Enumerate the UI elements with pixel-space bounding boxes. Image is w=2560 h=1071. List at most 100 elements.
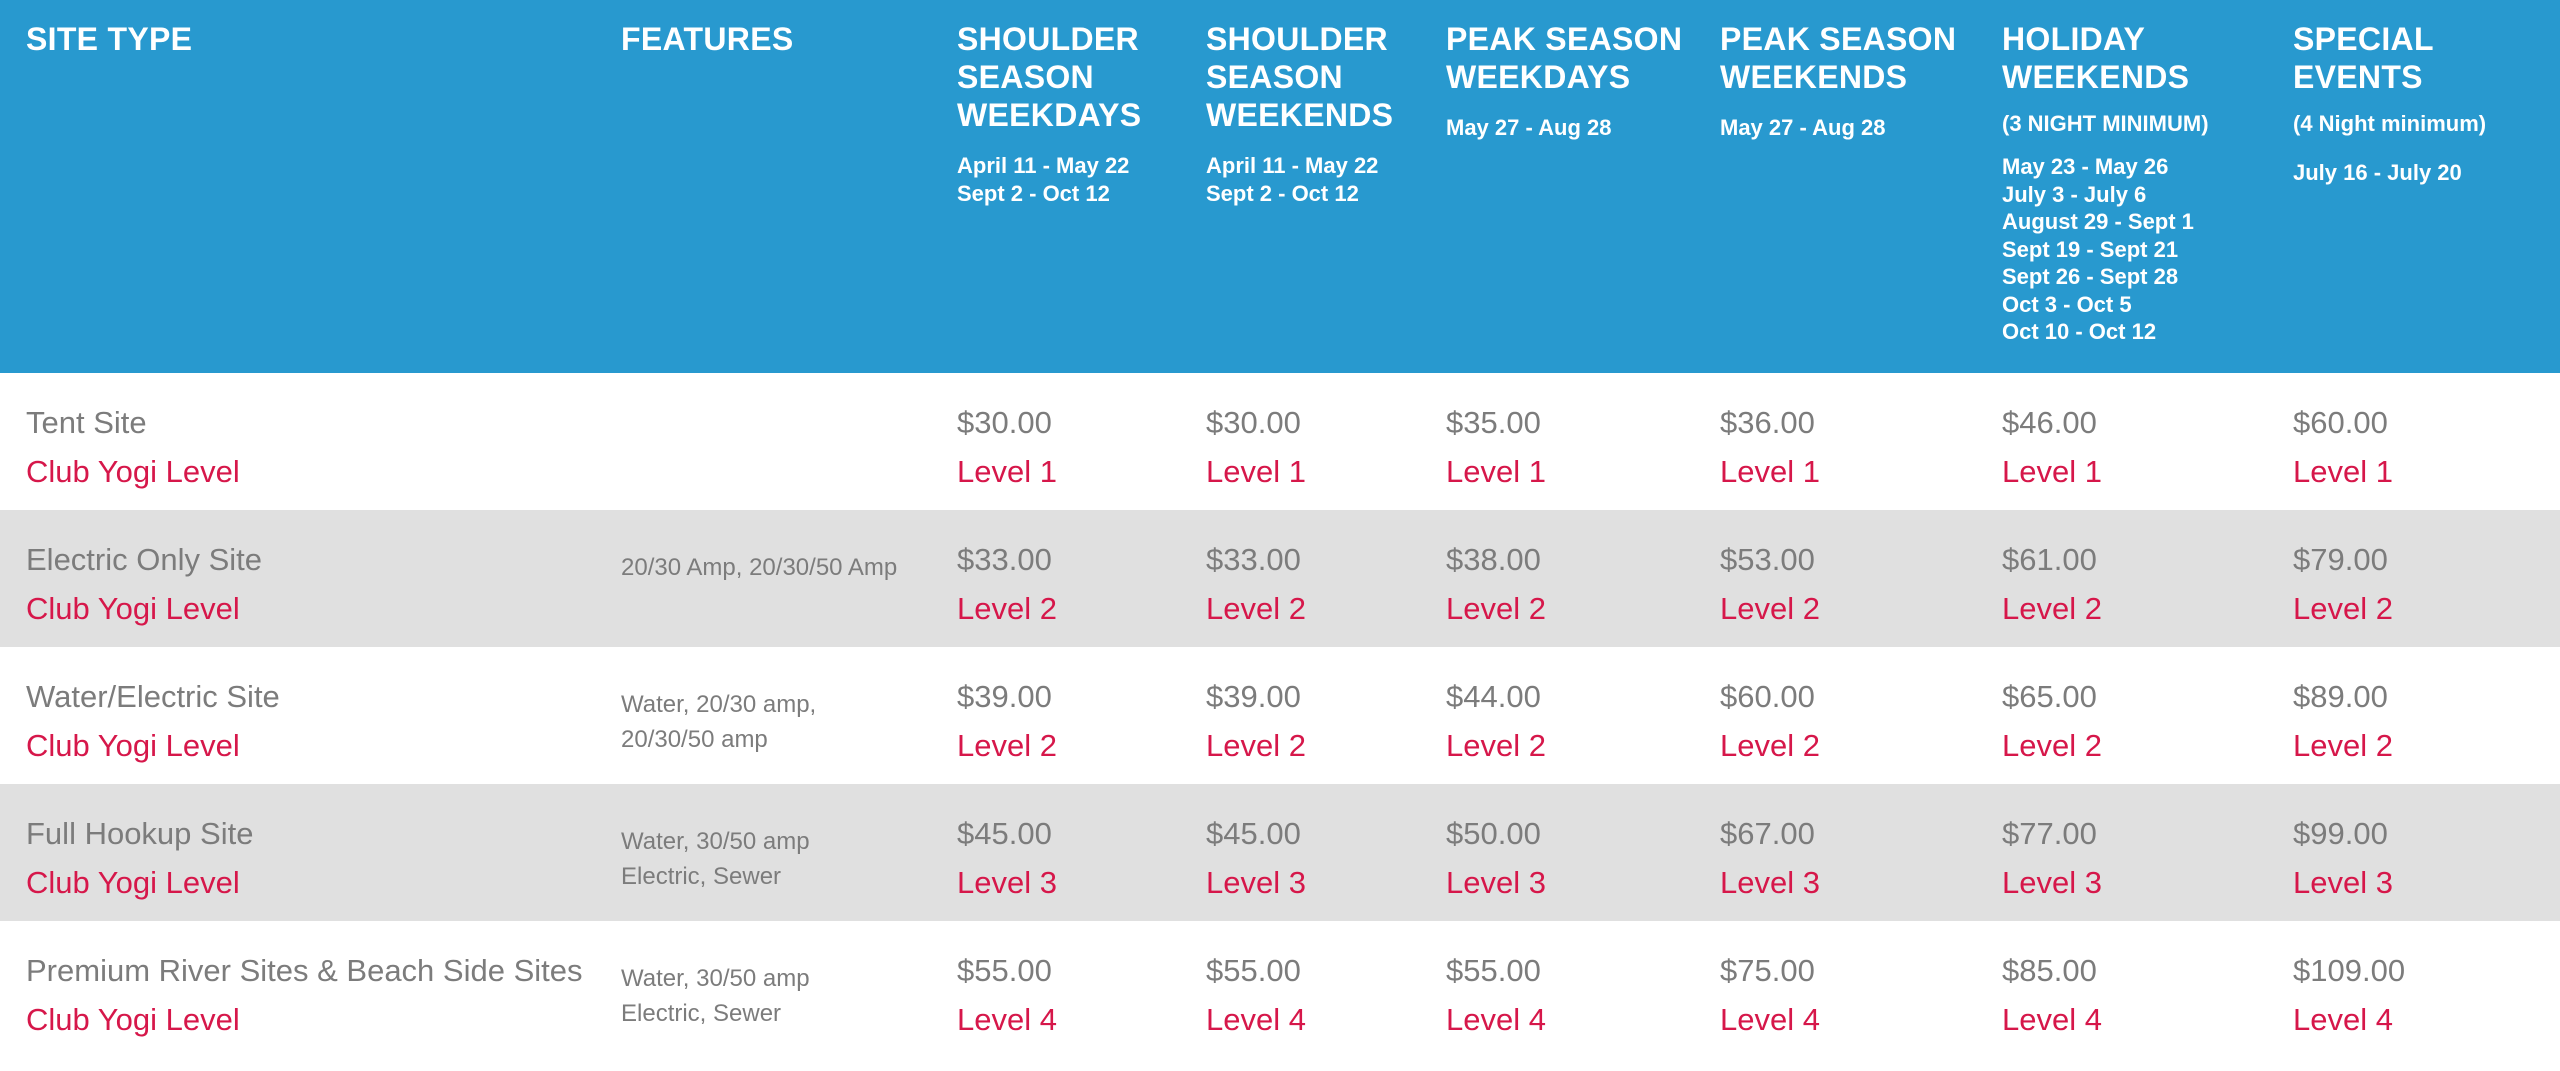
- rate-cell: $50.00 Level 3: [1446, 814, 1546, 903]
- price: $65.00: [2002, 679, 2097, 714]
- rate-cell: $46.00 Level 1: [2002, 403, 2102, 492]
- rate-cell: $89.00 Level 2: [2293, 677, 2393, 766]
- rate-cell: $55.00 Level 4: [957, 951, 1057, 1040]
- header-title: PEAK SEASON WEEKENDS: [1720, 21, 1957, 95]
- site-type-cell: Tent Site Club Yogi Level: [26, 403, 240, 492]
- date-range: May 27 - Aug 28: [1720, 115, 1886, 140]
- site-name: Water/Electric Site: [26, 679, 280, 714]
- date-range: Oct 10 - Oct 12: [2002, 319, 2157, 344]
- price: $61.00: [2002, 542, 2097, 577]
- price: $30.00: [957, 405, 1052, 440]
- rate-cell: $60.00 Level 2: [1720, 677, 1820, 766]
- level-label: Level 3: [1720, 865, 1820, 900]
- rate-cell: $77.00 Level 3: [2002, 814, 2102, 903]
- rate-cell: $53.00 Level 2: [1720, 540, 1820, 629]
- header-dates: May 23 - May 26 July 3 - July 6 August 2…: [2002, 153, 2209, 346]
- price: $35.00: [1446, 405, 1541, 440]
- rate-cell: $36.00 Level 1: [1720, 403, 1820, 492]
- header-peak-weekdays: PEAK SEASON WEEKDAYS May 27 - Aug 28: [1446, 20, 1682, 142]
- header-dates: May 27 - Aug 28: [1720, 114, 1956, 142]
- level-label: Level 2: [1206, 728, 1306, 763]
- level-label: Level 1: [1206, 454, 1306, 489]
- header-title: SPECIAL EVENTS: [2293, 21, 2434, 95]
- rate-cell: $60.00 Level 1: [2293, 403, 2393, 492]
- price: $55.00: [957, 953, 1052, 988]
- rate-cell: $33.00 Level 2: [1206, 540, 1306, 629]
- price: $44.00: [1446, 679, 1541, 714]
- site-type-cell: Electric Only Site Club Yogi Level: [26, 540, 262, 629]
- price: $75.00: [1720, 953, 1815, 988]
- date-range: Sept 2 - Oct 12: [1206, 180, 1359, 206]
- rate-cell: $75.00 Level 4: [1720, 951, 1820, 1040]
- level-label: Level 2: [1720, 591, 1820, 626]
- header-dates: July 16 - July 20: [2293, 159, 2486, 187]
- club-level-label: Club Yogi Level: [26, 728, 240, 763]
- club-level-label: Club Yogi Level: [26, 1002, 240, 1037]
- club-level-label: Club Yogi Level: [26, 591, 240, 626]
- level-label: Level 4: [1446, 1002, 1546, 1037]
- date-range: Sept 26 - Sept 28: [2002, 264, 2179, 289]
- date-range: April 11 - May 22: [957, 153, 1130, 178]
- price: $50.00: [1446, 816, 1541, 851]
- rate-cell: $35.00 Level 1: [1446, 403, 1546, 492]
- site-name: Electric Only Site: [26, 542, 263, 577]
- header-peak-weekends: PEAK SEASON WEEKENDS May 27 - Aug 28: [1720, 20, 1956, 142]
- header-dates: April 11 - May 22 Sept 2 - Oct 12: [957, 152, 1141, 207]
- site-name: Tent Site: [26, 405, 147, 440]
- header-dates: May 27 - Aug 28: [1446, 114, 1682, 142]
- price: $55.00: [1446, 953, 1541, 988]
- rate-cell: $67.00 Level 3: [1720, 814, 1820, 903]
- price: $33.00: [957, 542, 1052, 577]
- price: $109.00: [2293, 953, 2406, 988]
- price: $89.00: [2293, 679, 2388, 714]
- price: $33.00: [1206, 542, 1301, 577]
- level-label: Level 3: [2293, 865, 2393, 900]
- rate-cell: $39.00 Level 2: [957, 677, 1057, 766]
- club-level-label: Club Yogi Level: [26, 865, 240, 900]
- level-label: Level 1: [1446, 454, 1546, 489]
- level-label: Level 3: [957, 865, 1057, 900]
- rate-table-header: SITE TYPE FEATURES SHOULDER SEASON WEEKD…: [0, 0, 2560, 373]
- level-label: Level 3: [1206, 865, 1306, 900]
- price: $45.00: [1206, 816, 1301, 851]
- features-cell: 20/30 Amp, 20/30/50 Amp: [621, 554, 898, 581]
- table-row: Full Hookup Site Club Yogi Level Water, …: [0, 784, 2560, 921]
- rate-cell: $39.00 Level 2: [1206, 677, 1306, 766]
- header-title: SHOULDER SEASON WEEKDAYS: [957, 21, 1142, 133]
- date-range: May 27 - Aug 28: [1446, 115, 1612, 140]
- price: $60.00: [1720, 679, 1815, 714]
- price: $39.00: [957, 679, 1052, 714]
- table-row: Water/Electric Site Club Yogi Level Wate…: [0, 647, 2560, 784]
- rate-cell: $45.00 Level 3: [957, 814, 1057, 903]
- level-label: Level 1: [1720, 454, 1820, 489]
- level-label: Level 1: [957, 454, 1057, 489]
- level-label: Level 2: [2002, 728, 2102, 763]
- level-label: Level 2: [957, 591, 1057, 626]
- price: $45.00: [957, 816, 1052, 851]
- price: $46.00: [2002, 405, 2097, 440]
- header-site-type: SITE TYPE: [26, 20, 192, 58]
- level-label: Level 4: [2293, 1002, 2393, 1037]
- rate-cell: $85.00 Level 4: [2002, 951, 2102, 1040]
- rate-cell: $61.00 Level 2: [2002, 540, 2102, 629]
- price: $79.00: [2293, 542, 2388, 577]
- price: $30.00: [1206, 405, 1301, 440]
- level-label: Level 3: [1446, 865, 1546, 900]
- site-type-cell: Premium River Sites & Beach Side Sites C…: [26, 951, 583, 1040]
- header-shoulder-weekdays: SHOULDER SEASON WEEKDAYS April 11 - May …: [957, 20, 1141, 207]
- header-title: PEAK SEASON WEEKDAYS: [1446, 21, 1683, 95]
- rate-cell: $55.00 Level 4: [1206, 951, 1306, 1040]
- header-title: FEATURES: [621, 21, 794, 57]
- level-label: Level 2: [957, 728, 1057, 763]
- rate-cell: $55.00 Level 4: [1446, 951, 1546, 1040]
- price: $53.00: [1720, 542, 1815, 577]
- price: $77.00: [2002, 816, 2097, 851]
- level-label: Level 2: [1206, 591, 1306, 626]
- level-label: Level 4: [957, 1002, 1057, 1037]
- level-label: Level 2: [1720, 728, 1820, 763]
- table-row: Tent Site Club Yogi Level $30.00 Level 1 …: [0, 373, 2560, 510]
- features-cell: Water, 20/30 amp, 20/30/50 amp: [621, 691, 817, 753]
- header-features: FEATURES: [621, 20, 793, 58]
- level-label: Level 2: [2293, 591, 2393, 626]
